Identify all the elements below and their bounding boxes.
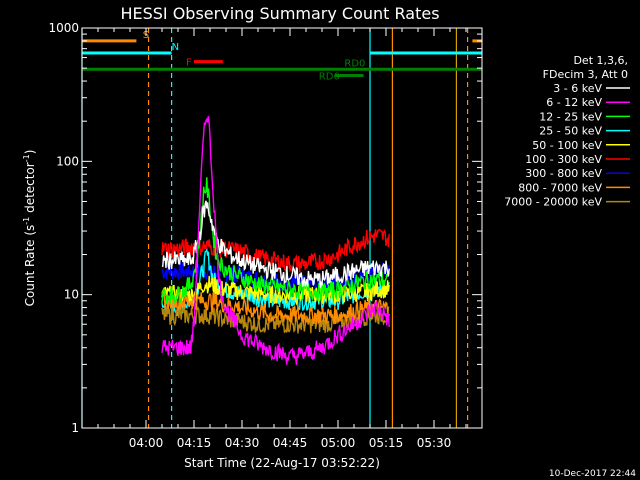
series-line-1: [161, 116, 390, 365]
legend-label-6: 300 - 800 keV: [525, 167, 602, 180]
y-axis-ticks: 1 10 100 1000: [48, 21, 482, 435]
flag-label-rd0: RD0: [344, 58, 365, 69]
x-axis-label: Start Time (22-Aug-17 03:52:22): [184, 456, 380, 470]
y-tick-label-3: 1000: [48, 21, 79, 35]
x-axis-ticks: 04:00 04:15 04:30 04:45 05:00 05:15 05:30: [81, 28, 483, 450]
y-axis-label: Count Rate (s-1 detector-1): [22, 150, 37, 307]
series-line-2: [161, 177, 390, 305]
plot-frame: [81, 27, 483, 429]
series-lines: [161, 116, 390, 365]
legend-label-7: 800 - 7000 keV: [518, 181, 602, 194]
legend-label-8: 7000 - 20000 keV: [504, 196, 602, 209]
chart-title: HESSI Observing Summary Count Rates: [120, 4, 439, 23]
x-tick-label-1: 04:15: [177, 436, 212, 450]
series-line-0: [161, 200, 390, 288]
flag-label-n: N: [172, 42, 179, 53]
y-tick-label-2: 100: [56, 154, 79, 168]
legend-label-2: 12 - 25 keV: [539, 110, 602, 123]
legend-label-3: 25 - 50 keV: [539, 125, 602, 138]
date-stamp: 10-Dec-2017 22:44: [549, 469, 636, 479]
series-line-7: [161, 291, 390, 325]
x-tick-label-4: 05:00: [321, 436, 356, 450]
y-tick-label-0: 1: [71, 421, 79, 435]
x-tick-label-0: 04:00: [129, 436, 164, 450]
flag-label-f: F: [186, 58, 192, 69]
legend-header-0: Det 1,3,6,: [573, 54, 628, 67]
legend-label-4: 50 - 100 keV: [532, 139, 602, 152]
x-tick-label-2: 04:30: [225, 436, 260, 450]
x-tick-label-6: 05:30: [417, 436, 452, 450]
legend-label-1: 6 - 12 keV: [546, 96, 602, 109]
x-tick-label-3: 04:45: [273, 436, 308, 450]
x-tick-label-5: 05:15: [369, 436, 404, 450]
legend-label-5: 100 - 300 keV: [525, 153, 602, 166]
legend-header-1: FDecim 3, Att 0: [543, 68, 628, 81]
y-tick-label-1: 10: [64, 288, 79, 302]
flag-label-rd6: RD6: [319, 72, 340, 83]
legend-label-0: 3 - 6 keV: [553, 82, 602, 95]
